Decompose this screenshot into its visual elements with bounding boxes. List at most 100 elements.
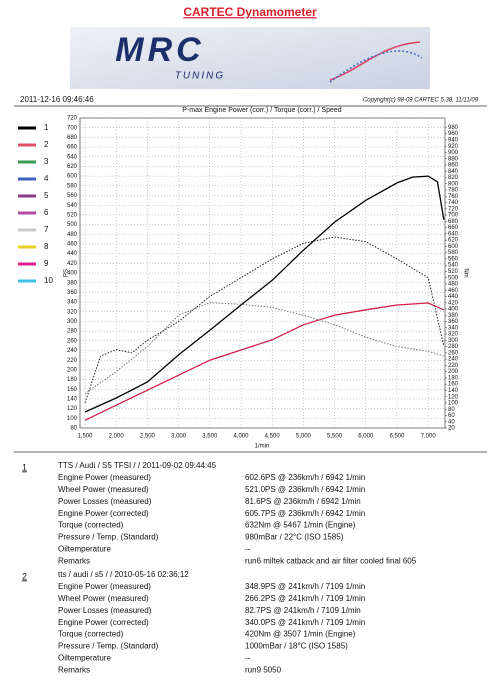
legend-label: 9 [44,259,49,268]
y2-tick-label: 980 [448,125,459,131]
legend-label: 4 [44,174,49,183]
y-tick-label: 720 [67,116,78,122]
y2-tick-label: 280 [448,344,459,350]
y-tick-label: 140 [67,397,78,403]
field-label: Oiltemperature [58,545,111,554]
y-tick-label: 360 [67,290,78,296]
y-tick-label: 540 [67,203,78,209]
y2-tick-label: 120 [448,394,459,400]
y2-tick-label: 640 [448,231,459,237]
field-label: Remarks [58,556,90,565]
run-number: 2 [22,571,27,581]
copyright: Copyright(c) 98-09 CARTEC 5.38, 11/11/09 [363,98,479,104]
field-value: 605.7PS @ 236km/h / 6942 1/min [245,509,365,518]
field-value: 521.0PS @ 236km/h / 6942 1/min [245,485,365,494]
y2-tick-label: 800 [448,181,459,187]
y2-tick-label: 600 [448,244,459,250]
logo-banner [70,27,430,89]
legend-label: 10 [44,276,53,285]
x-tick-label: 5,500 [327,434,343,440]
y-tick-label: 320 [67,309,78,315]
y2-tick-label: 420 [448,300,459,306]
field-label: Engine Power (corrected) [58,618,149,627]
y2-tick-label: 860 [448,163,459,169]
y-tick-label: 600 [67,174,78,180]
y2-tick-label: 20 [448,426,455,432]
field-value: run6 miltek catback and air filter coole… [245,556,417,565]
x-tick-label: 6,000 [358,434,374,440]
field-value: 632Nm @ 5467 1/min (Engine) [245,521,356,530]
series-line [84,302,444,395]
x-tick-label: 6,500 [389,434,405,440]
y-tick-label: 460 [67,242,78,248]
field-value: 420Nm @ 3507 1/min (Engine) [245,630,356,639]
series-line [84,175,445,413]
field-label: Engine Power (corrected) [58,509,149,518]
y2-tick-label: 320 [448,332,459,338]
y2-tick-label: 740 [448,200,459,206]
x-tick-label: 2,000 [109,434,125,440]
x-tick-label: 3,500 [202,434,218,440]
series-line [84,236,445,404]
y2-tick-label: 100 [448,401,459,407]
y-tick-label: 680 [67,135,78,141]
y2-tick-label: 240 [448,357,459,363]
field-value: 81.6PS @ 236km/h / 6942 1/min [245,497,361,506]
y2-tick-label: 380 [448,313,459,319]
x-tick-label: 4,000 [233,434,249,440]
field-value: 602.6PS @ 236km/h / 6942 1/min [245,473,365,482]
y-tick-label: 660 [67,145,78,151]
y-tick-label: 640 [67,154,78,160]
legend-label: 3 [44,157,49,166]
y2-tick-label: 540 [448,263,459,269]
y-tick-label: 520 [67,212,78,218]
field-label: Power Losses (measured) [58,497,152,506]
y2-tick-label: 580 [448,250,459,256]
y-tick-label: 400 [67,271,78,277]
y-tick-label: 280 [67,329,78,335]
y2-tick-label: 440 [448,294,459,300]
y2-tick-label: 780 [448,188,459,194]
field-value: 340.0PS @ 241km/h / 7109 1/min [245,618,365,627]
y2-tick-label: 720 [448,206,459,212]
y2-tick-label: 360 [448,319,459,325]
y2-axis-label: Nm [462,268,468,277]
y2-tick-label: 900 [448,150,459,156]
field-label: Wheel Power (measured) [58,485,149,494]
y-tick-label: 500 [67,222,78,228]
logo-subtext: TUNING [175,71,225,82]
run-title: tts / audi / s5 / / 2010-05-16 02:36:12 [58,570,189,579]
y-tick-label: 560 [67,193,78,199]
y2-tick-label: 460 [448,288,459,294]
legend-label: 6 [44,208,49,217]
legend-label: 7 [44,225,49,234]
field-value: 980mBar / 22°C (ISO 1585) [245,533,344,542]
series-line [84,302,445,421]
y-tick-label: 260 [67,338,78,344]
run-number: 1 [22,462,27,472]
y2-tick-label: 700 [448,213,459,219]
y2-tick-label: 40 [448,419,455,425]
legend-label: 2 [44,140,49,149]
y2-tick-label: 340 [448,325,459,331]
y2-tick-label: 680 [448,219,459,225]
y2-tick-label: 60 [448,413,455,419]
y2-tick-label: 940 [448,137,459,143]
y-tick-label: 220 [67,358,78,364]
field-label: Engine Power (measured) [58,582,151,591]
y2-tick-label: 660 [448,225,459,231]
logo-text: MRC [115,31,204,69]
x-tick-label: 3,000 [171,434,187,440]
y2-tick-label: 820 [448,175,459,181]
y2-tick-label: 200 [448,369,459,375]
field-value: 1000mBar / 18°C (ISO 1585) [245,642,348,651]
x-tick-label: 4,500 [265,434,281,440]
y2-tick-label: 300 [448,338,459,344]
legend-label: 8 [44,242,49,251]
field-label: Torque (corrected) [58,521,124,530]
y2-tick-label: 180 [448,375,459,381]
field-value: -- [245,654,251,663]
y-axis-label: PS [64,269,70,277]
y2-tick-label: 160 [448,382,459,388]
